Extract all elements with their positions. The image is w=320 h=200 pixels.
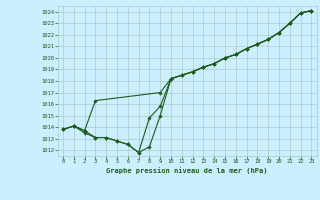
X-axis label: Graphe pression niveau de la mer (hPa): Graphe pression niveau de la mer (hPa) [107, 167, 268, 174]
